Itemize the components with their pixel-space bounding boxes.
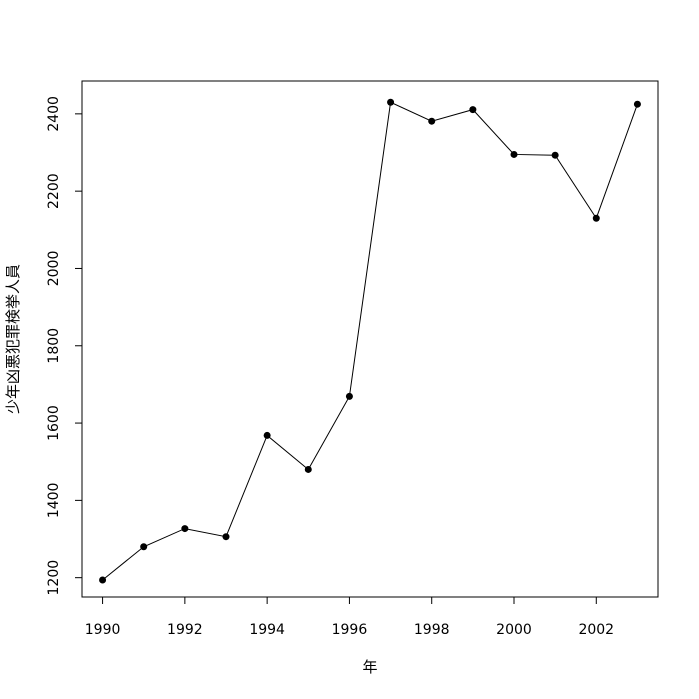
series-line bbox=[102, 101, 638, 581]
x-tick-label: 1998 bbox=[414, 622, 450, 638]
data-point bbox=[263, 431, 271, 439]
data-point bbox=[181, 525, 189, 533]
data-point bbox=[140, 543, 148, 551]
data-point bbox=[387, 98, 395, 106]
series-group bbox=[99, 98, 641, 584]
data-point bbox=[551, 151, 559, 159]
data-point bbox=[633, 100, 641, 108]
y-tick-label: 1400 bbox=[46, 483, 62, 519]
x-tick-label: 1992 bbox=[167, 622, 203, 638]
x-tick-label: 2002 bbox=[578, 622, 614, 638]
x-tick-label: 1994 bbox=[249, 622, 285, 638]
data-point bbox=[345, 392, 353, 400]
data-point bbox=[428, 117, 436, 125]
y-tick-label: 2200 bbox=[46, 173, 62, 209]
data-point bbox=[592, 214, 600, 222]
y-axis: 1200 1400 1600 1800 2000 2200 2400 bbox=[46, 96, 83, 596]
data-point bbox=[510, 150, 518, 158]
y-axis-label: 少年凶悪犯罪検挙人員 bbox=[4, 264, 22, 414]
y-tick-label: 1200 bbox=[46, 560, 62, 596]
x-axis-label: 年 bbox=[362, 658, 377, 676]
plot-frame bbox=[81, 80, 659, 598]
x-tick-label: 1996 bbox=[332, 622, 368, 638]
x-axis: 1990 1992 1994 1996 1998 2000 2002 bbox=[85, 596, 614, 638]
y-tick-label: 2400 bbox=[46, 96, 62, 132]
data-point bbox=[99, 576, 107, 584]
data-point bbox=[222, 533, 230, 541]
x-tick-label: 1990 bbox=[85, 622, 121, 638]
x-tick-label: 2000 bbox=[496, 622, 532, 638]
y-tick-label: 1600 bbox=[46, 405, 62, 441]
y-tick-label: 2000 bbox=[46, 251, 62, 287]
data-point bbox=[469, 106, 477, 114]
data-point bbox=[304, 465, 312, 473]
y-tick-label: 1800 bbox=[46, 328, 62, 364]
